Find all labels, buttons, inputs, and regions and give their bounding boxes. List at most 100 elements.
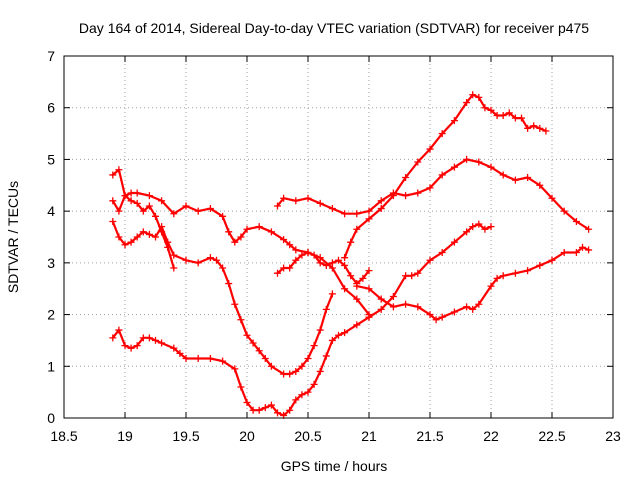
series-2-point xyxy=(310,342,318,350)
y-tick-label: 5 xyxy=(47,151,55,167)
series-8 xyxy=(365,220,495,321)
series-3-point xyxy=(133,199,141,207)
series-2-line xyxy=(111,220,334,376)
series-5-point xyxy=(414,189,422,197)
series-9-point xyxy=(463,303,471,311)
series-3-point xyxy=(115,166,123,174)
series-7 xyxy=(274,249,373,288)
series-5 xyxy=(274,155,593,233)
series-3-point xyxy=(109,171,117,179)
series-8-point xyxy=(389,292,397,300)
series-4-point xyxy=(353,321,361,329)
series-layer xyxy=(109,91,593,419)
series-5-point xyxy=(304,194,312,202)
series-2-point xyxy=(237,316,245,324)
series-2-point xyxy=(170,251,178,259)
series-2-point xyxy=(121,241,129,249)
series-2-point xyxy=(206,254,214,262)
series-5-point xyxy=(365,207,373,215)
series-6-point xyxy=(518,114,525,122)
series-9-point xyxy=(426,311,434,319)
series-3-point xyxy=(145,202,153,210)
series-6-point xyxy=(475,93,483,101)
series-1-point xyxy=(219,212,227,220)
series-5-point xyxy=(328,205,336,213)
series-4-point xyxy=(219,357,227,365)
series-5-point xyxy=(572,217,580,225)
series-2-point xyxy=(152,233,159,241)
series-1-point xyxy=(109,197,117,205)
x-tick-label: 21 xyxy=(361,428,377,444)
series-9-point xyxy=(365,285,373,293)
series-6-point xyxy=(493,111,501,119)
series-1-point xyxy=(145,192,153,200)
series-1-point xyxy=(255,223,263,231)
series-2-point xyxy=(286,370,294,378)
series-6-point xyxy=(487,106,495,114)
series-8-point xyxy=(481,225,489,233)
series-4-point xyxy=(316,367,324,375)
series-1-point xyxy=(182,202,190,210)
series-6-point xyxy=(377,205,385,213)
series-9-point xyxy=(585,246,593,254)
series-6-point xyxy=(530,122,538,130)
x-tick-label: 19 xyxy=(117,428,133,444)
x-tick-labels: 18.5 19 19.5 20 20.5 21 21.5 22 22.5 23 xyxy=(50,428,621,444)
series-1-point xyxy=(341,285,349,293)
series-9-point xyxy=(572,249,580,257)
series-4-point xyxy=(274,409,281,417)
y-tick-label: 6 xyxy=(47,100,55,116)
series-2-point xyxy=(298,362,306,370)
x-tick-label: 22 xyxy=(483,428,499,444)
series-4-point xyxy=(115,326,123,334)
series-6-point xyxy=(402,174,410,182)
series-4-point xyxy=(249,406,257,414)
series-5-point xyxy=(402,192,410,200)
series-4-point xyxy=(261,404,269,412)
series-4-point xyxy=(109,334,117,342)
series-7-point xyxy=(335,256,342,264)
series-3-point xyxy=(158,228,166,236)
series-6-point xyxy=(542,127,550,135)
series-1-point xyxy=(206,205,214,213)
series-4-point xyxy=(286,406,294,414)
series-4-point xyxy=(304,388,312,396)
series-8-point xyxy=(438,249,446,257)
series-7-point xyxy=(316,259,324,267)
series-1-point xyxy=(225,228,233,236)
series-1-point xyxy=(194,207,202,215)
series-9-point xyxy=(414,303,422,311)
x-tick-label: 22.5 xyxy=(538,428,565,444)
series-1-point xyxy=(115,207,123,215)
series-8-point xyxy=(450,238,458,246)
series-8-point xyxy=(487,223,495,231)
x-axis-label: GPS time / hours xyxy=(281,458,388,474)
series-4-point xyxy=(243,398,251,406)
series-6-point xyxy=(481,104,489,112)
y-tick-label: 4 xyxy=(47,203,55,219)
ticks xyxy=(63,55,614,419)
series-4-point xyxy=(133,342,141,350)
series-4-point xyxy=(237,383,245,391)
y-axis-label: SDTVAR / TECUs xyxy=(5,181,21,293)
series-4-point xyxy=(335,331,342,339)
y-tick-labels: 0 1 2 3 4 5 6 7 xyxy=(47,48,55,426)
series-2-point xyxy=(145,230,153,238)
series-4-point xyxy=(341,329,349,337)
series-4-point xyxy=(322,352,330,360)
series-5-point xyxy=(463,155,471,163)
series-4-point xyxy=(298,391,306,399)
series-5-point xyxy=(536,181,544,189)
series-3 xyxy=(109,166,178,272)
plot-frame xyxy=(63,55,614,419)
series-4-point xyxy=(158,339,166,347)
series-1-point xyxy=(133,189,141,197)
series-1-point xyxy=(267,228,275,236)
series-8-point xyxy=(463,228,471,236)
y-tick-label: 0 xyxy=(47,410,55,426)
series-3-point xyxy=(139,207,147,215)
series-2-point xyxy=(127,238,135,246)
series-5-point xyxy=(524,174,532,182)
chart-title: Day 164 of 2014, Sidereal Day-to-day VTE… xyxy=(79,20,589,36)
series-4-point xyxy=(121,342,129,350)
